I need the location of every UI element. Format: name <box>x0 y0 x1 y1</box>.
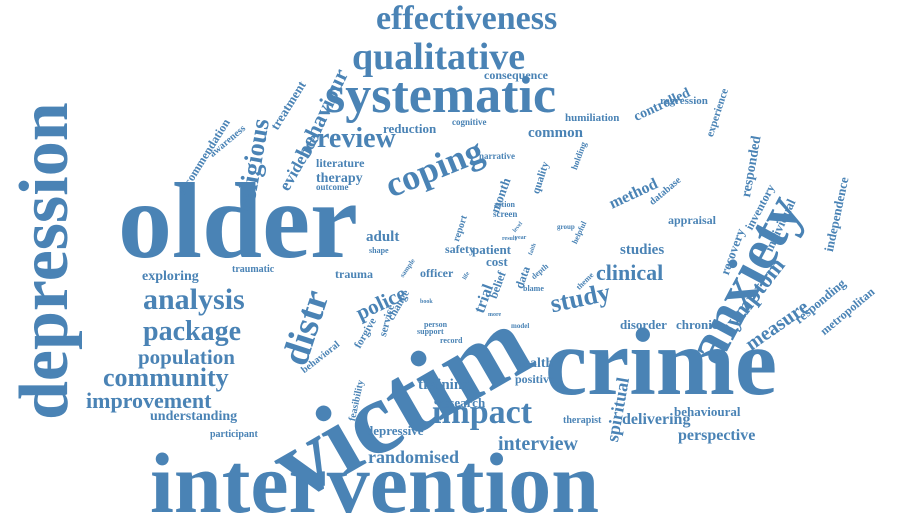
word-model: model <box>511 322 530 330</box>
word-faith: faith <box>528 242 538 257</box>
word-disorder: disorder <box>620 317 667 332</box>
word-report: report <box>451 213 470 244</box>
word-screen: screen <box>493 209 518 219</box>
word-support: support <box>417 327 444 336</box>
word-impact: impact <box>432 394 533 431</box>
word-literature: literature <box>316 156 365 170</box>
word-common: common <box>528 125 583 141</box>
word-officer: officer <box>420 266 454 280</box>
word-experience: experience <box>704 87 731 139</box>
word-positive: positive <box>515 372 555 386</box>
word-independence: independence <box>821 175 852 253</box>
word-blame: blame <box>523 284 544 293</box>
word-person: person <box>424 320 448 329</box>
word-studies: studies <box>620 242 665 258</box>
word-safety: safety <box>445 242 475 256</box>
word-interview: interview <box>498 433 578 455</box>
word-training: training <box>418 377 470 393</box>
word-cognitive: cognitive <box>452 117 487 127</box>
word-depression: depression <box>6 102 83 420</box>
word-forgive: forgive <box>352 315 380 351</box>
word-group: group <box>557 223 575 231</box>
word-trauma: trauma <box>335 267 373 281</box>
word-qualitative: qualitative <box>352 36 526 78</box>
word-traumatic: traumatic <box>232 264 275 275</box>
word-systematic: systematic <box>325 67 557 124</box>
word-older: older <box>118 162 358 281</box>
word-book: book <box>420 299 433 305</box>
word-crime: crime <box>545 309 778 415</box>
word-belief: belief <box>486 269 509 301</box>
word-effectiveness: effectiveness <box>376 0 558 37</box>
word-exploring: exploring <box>142 269 199 284</box>
word-record: record <box>440 336 463 345</box>
word-appraisal: appraisal <box>668 213 717 227</box>
word-narrative: narrative <box>479 151 515 161</box>
word-depth: depth <box>529 261 551 282</box>
word-result: result <box>502 236 517 242</box>
word-analysis: analysis <box>143 283 245 316</box>
word-depressive: depressive <box>366 423 424 438</box>
word-year: year <box>515 235 527 241</box>
word-holding: holding <box>569 140 589 172</box>
word-action: action <box>494 200 515 209</box>
word-reduction: reduction <box>383 121 437 136</box>
word-sample: sample <box>398 257 417 280</box>
word-research: research <box>438 395 486 410</box>
word-therapy: therapy <box>316 171 363 186</box>
word-perspective: perspective <box>678 427 756 444</box>
word-understanding: understanding <box>150 409 238 424</box>
word-level: level <box>512 221 525 234</box>
word-intervention: intervention <box>150 435 600 521</box>
word-shape: shape <box>369 246 389 255</box>
word-clinical: clinical <box>596 260 664 285</box>
word-population: population <box>138 345 235 369</box>
word-cost: cost <box>486 254 508 269</box>
word-outcome: outcome <box>316 182 349 192</box>
word-quality: quality <box>530 160 552 196</box>
word-chronic: chronic <box>676 317 718 332</box>
word-improvement: improvement <box>86 388 212 413</box>
word-package: package <box>143 316 241 347</box>
word-randomised: randomised <box>368 447 460 467</box>
word-therapist: therapist <box>563 415 602 426</box>
word-behavioural: behavioural <box>674 404 741 419</box>
word-patient: patient <box>472 242 511 257</box>
word-consequence: consequence <box>484 68 548 82</box>
word-coping: coping <box>379 129 489 206</box>
word-humiliation: humiliation <box>565 112 620 124</box>
word-community: community <box>103 363 229 392</box>
word-regression: regression <box>660 95 708 107</box>
word-more: more <box>488 312 502 318</box>
word-participant: participant <box>210 429 258 440</box>
word-adult: adult <box>366 229 400 245</box>
word-review: review <box>317 123 396 154</box>
word-life: life <box>462 271 472 281</box>
word-health: health <box>516 356 554 371</box>
word-delivering: delivering <box>622 411 691 428</box>
